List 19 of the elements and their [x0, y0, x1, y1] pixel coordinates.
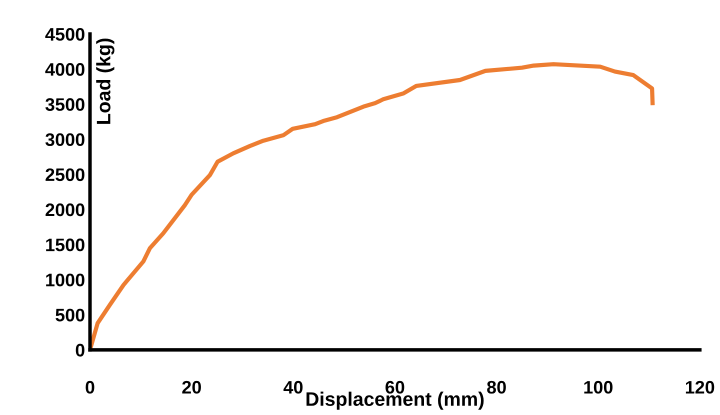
x-tick-label: 100: [584, 380, 613, 394]
x-tick-label: 0: [86, 380, 94, 394]
y-tick-label: 2500: [46, 168, 84, 182]
y-tick-label: 0: [76, 344, 84, 357]
y-tick-label: 1000: [46, 274, 84, 286]
x-tick-label: 40: [284, 380, 303, 394]
x-tick-label: 120: [686, 380, 714, 394]
x-axis-title: Displacement (mm): [306, 392, 484, 410]
y-tick-label: 1500: [46, 238, 84, 252]
y-tick-label: 4500: [45, 28, 84, 41]
x-tick-label: 20: [182, 380, 201, 394]
y-axis-title: Load (kg): [96, 38, 114, 124]
y-tick-label: 3000: [45, 133, 84, 146]
x-tick-label: 80: [487, 380, 506, 394]
y-tick-label: 4000: [45, 63, 84, 76]
y-tick-label: 500: [56, 308, 84, 322]
x-tick-label: 60: [386, 380, 404, 394]
y-tick-label: 2000: [46, 203, 84, 216]
y-tick-label: 3500: [45, 98, 84, 111]
